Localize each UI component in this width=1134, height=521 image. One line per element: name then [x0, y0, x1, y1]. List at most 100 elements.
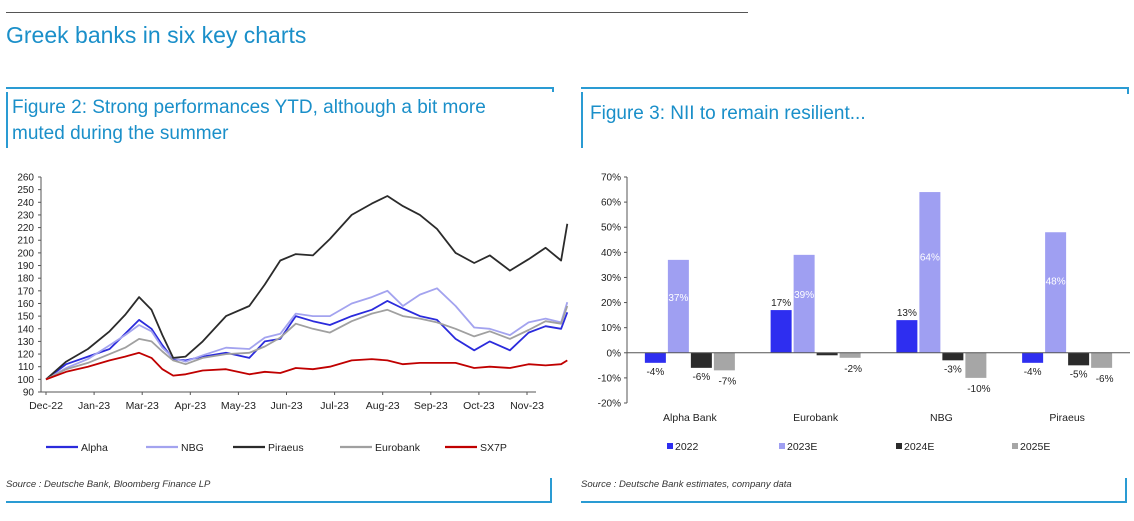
- legend-swatch-2024e: [896, 443, 902, 449]
- data-label-nbg-2022: 13%: [897, 308, 917, 319]
- x-tick-label: Jun-23: [270, 400, 302, 412]
- figure-3-frame: [581, 87, 1129, 94]
- bar-eurobank-2022: [770, 310, 792, 353]
- y-tick-label: 240: [17, 198, 34, 209]
- bar-piraeus-2023e: [1045, 232, 1067, 353]
- bar-nbg-2025e: [965, 352, 987, 378]
- figure-3-bottom-rule: [581, 501, 1127, 503]
- page-title: Greek banks in six key charts: [6, 22, 307, 48]
- data-label-eurobank-2022: 17%: [771, 298, 791, 309]
- bar-nbg-2022: [896, 320, 918, 353]
- bar-alpha-bank-2022: [644, 352, 666, 363]
- legend-label-nbg: NBG: [181, 442, 204, 454]
- x-tick-label: Mar-23: [126, 400, 159, 412]
- x-tick-label: May-23: [221, 400, 256, 412]
- series-line-nbg: [45, 287, 569, 381]
- data-label-piraeus-2025e: -6%: [1096, 374, 1114, 385]
- y-tick-label: 60%: [601, 198, 621, 209]
- figure-3-title: Figure 3: NII to remain resilient...: [590, 103, 866, 124]
- legend-label-sx7p: SX7P: [480, 442, 507, 454]
- bar-piraeus-2024e: [1068, 352, 1090, 366]
- x-tick-label: Nov-23: [510, 400, 544, 412]
- x-tick-label: NBG: [930, 412, 953, 424]
- y-tick-label: -20%: [598, 399, 621, 410]
- y-tick-label: 20%: [601, 298, 621, 309]
- y-tick-label: 40%: [601, 248, 621, 259]
- data-label-piraeus-2024e: -5%: [1070, 369, 1088, 380]
- legend-swatch-2025e: [1012, 443, 1018, 449]
- y-tick-label: 120: [17, 350, 34, 361]
- y-tick-label: 140: [17, 324, 34, 335]
- x-tick-label: Dec-22: [29, 400, 63, 412]
- x-tick-label: Sep-23: [414, 400, 448, 412]
- bar-eurobank-2025e: [839, 352, 861, 358]
- data-label-eurobank-2025e: -2%: [844, 364, 862, 375]
- x-tick-label: Alpha Bank: [663, 412, 717, 424]
- data-label-nbg-2023e: 64%: [920, 252, 940, 263]
- bar-nbg-2023e: [919, 192, 941, 353]
- y-tick-label: 90: [23, 388, 35, 399]
- y-tick-label: 180: [17, 274, 34, 285]
- legend-label-piraeus: Piraeus: [268, 442, 304, 454]
- y-tick-label: 50%: [601, 223, 621, 234]
- series-line-sx7p: [45, 351, 568, 381]
- y-tick-label: 170: [17, 286, 34, 297]
- figure-2-bottom-rule: [6, 501, 552, 503]
- bar-alpha-bank-2025e: [713, 352, 735, 371]
- figure-2-title: Figure 2: Strong performances YTD, altho…: [12, 97, 486, 144]
- bar-piraeus-2025e: [1091, 352, 1113, 368]
- x-tick-label: Eurobank: [793, 412, 839, 424]
- bar-alpha-bank-2024e: [690, 352, 712, 368]
- data-label-eurobank-2023e: 39%: [794, 290, 814, 301]
- series-line-piraeus: [45, 195, 569, 381]
- y-tick-label: 210: [17, 236, 34, 247]
- x-tick-label: Jan-23: [78, 400, 110, 412]
- series-line-eurobank: [45, 305, 569, 381]
- figure-2-source: Source : Deutsche Bank, Bloomberg Financ…: [6, 479, 211, 490]
- y-tick-label: 260: [17, 173, 34, 184]
- data-label-nbg-2024e: -3%: [944, 364, 962, 375]
- figure-2-leftbar: [6, 92, 8, 148]
- x-tick-label: Piraeus: [1049, 412, 1085, 424]
- data-label-alpha-bank-2023e: 37%: [668, 293, 688, 304]
- legend-label-2023e: 2023E: [787, 441, 817, 453]
- x-tick-label: Apr-23: [175, 400, 207, 412]
- legend-swatch-2023e: [779, 443, 785, 449]
- figure-2-frame: [6, 87, 552, 149]
- y-tick-label: 220: [17, 223, 34, 234]
- y-tick-label: -10%: [598, 373, 621, 384]
- bar-nbg-2024e: [942, 352, 964, 361]
- data-label-alpha-bank-2022: -4%: [646, 367, 664, 378]
- y-tick-label: 30%: [601, 273, 621, 284]
- data-label-piraeus-2022: -4%: [1024, 367, 1042, 378]
- data-label-alpha-bank-2024e: -6%: [692, 372, 710, 383]
- bar-piraeus-2022: [1022, 352, 1044, 363]
- figure-3-bottom-tick: [1125, 478, 1127, 502]
- y-tick-label: 200: [17, 248, 34, 259]
- y-tick-label: 230: [17, 210, 34, 221]
- y-tick-label: 150: [17, 312, 34, 323]
- figure-3-leftbar: [581, 92, 583, 148]
- legend-label-alpha: Alpha: [81, 442, 108, 454]
- y-tick-label: 70%: [601, 173, 621, 184]
- x-tick-label: Jul-23: [320, 400, 349, 412]
- y-tick-label: 100: [17, 375, 34, 386]
- legend-label-2022: 2022: [675, 441, 699, 453]
- bar-alpha-bank-2023e: [667, 259, 689, 353]
- data-label-alpha-bank-2025e: -7%: [718, 376, 736, 387]
- y-tick-label: 190: [17, 261, 34, 272]
- figure-3-source: Source : Deutsche Bank estimates, compan…: [581, 479, 792, 490]
- figure-2-frame-corner: [6, 87, 554, 92]
- y-tick-label: 250: [17, 185, 34, 196]
- y-tick-label: 0%: [607, 348, 622, 359]
- series-line-alpha: [45, 300, 569, 381]
- y-tick-label: 10%: [601, 323, 621, 334]
- legend-label-eurobank: Eurobank: [375, 442, 421, 454]
- bar-eurobank-2023e: [793, 254, 815, 353]
- top-rule: [6, 12, 748, 13]
- legend-label-2024e: 2024E: [904, 441, 934, 453]
- x-tick-label: Oct-23: [463, 400, 495, 412]
- data-label-nbg-2025e: -10%: [967, 384, 990, 395]
- figure-2-bottom-tick: [550, 478, 552, 502]
